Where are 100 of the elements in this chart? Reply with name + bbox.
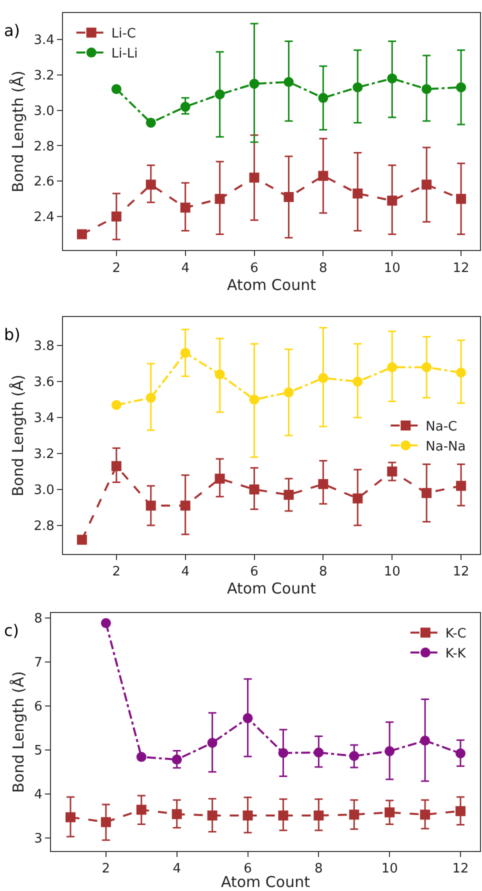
point: [136, 804, 146, 815]
y-axis-title: Bond Length (Å): [8, 374, 27, 496]
text: b): [4, 325, 20, 344]
point: [180, 348, 190, 358]
legend-label: Li-Li: [111, 46, 138, 62]
y-tick-label: 3: [34, 831, 42, 846]
point: [387, 466, 398, 476]
point: [172, 754, 182, 765]
x-tick-label: 10: [381, 862, 398, 877]
x-tick-label: 10: [384, 564, 400, 580]
point: [214, 369, 225, 380]
legend-label: Li-C: [111, 26, 136, 42]
x-tick-label: 2: [102, 862, 110, 877]
x-tick-label: 12: [452, 564, 470, 580]
y-axis-title: Bond Length (Å): [8, 70, 27, 192]
point: [456, 82, 466, 92]
x-tick-label: 6: [250, 260, 258, 276]
point: [352, 188, 363, 199]
point: [249, 172, 260, 183]
point: [318, 373, 328, 384]
x-tick-label: 12: [452, 260, 470, 276]
point: [146, 500, 156, 511]
point: [314, 810, 324, 820]
point: [66, 812, 76, 822]
point: [352, 493, 363, 504]
legend-label: Na-C: [426, 420, 458, 435]
point: [456, 194, 466, 204]
point: [100, 817, 111, 828]
x-tick-label: 8: [319, 260, 328, 276]
y-tick-label: 3.6: [34, 375, 54, 390]
point: [214, 194, 225, 204]
y-tick-label: 6: [34, 699, 42, 714]
point: [456, 368, 466, 378]
point: [284, 387, 294, 398]
y-tick-label: 8: [34, 611, 42, 626]
point: [422, 84, 432, 94]
point: [384, 746, 395, 756]
point: [318, 479, 328, 490]
point: [284, 192, 294, 202]
point: [146, 180, 156, 190]
x-tick-label: 12: [452, 862, 469, 877]
point: [207, 810, 218, 820]
point: [100, 618, 111, 628]
point: [387, 73, 398, 84]
y-tick-label: 2.8: [34, 518, 54, 534]
point: [214, 474, 225, 484]
point: [146, 392, 156, 403]
y-tick-label: 3.0: [34, 482, 54, 498]
point: [318, 92, 328, 103]
point: [278, 748, 288, 758]
point: [180, 202, 190, 213]
point: [214, 89, 225, 100]
text: c): [4, 621, 20, 640]
y-tick-label: 3.4: [34, 411, 54, 426]
point: [180, 102, 190, 112]
point: [456, 806, 466, 816]
x-tick-label: 4: [181, 260, 190, 276]
y-tick-label: 2.8: [34, 139, 54, 154]
point: [146, 118, 156, 128]
point: [384, 807, 395, 818]
x-tick-label: 2: [112, 564, 121, 580]
point: [349, 810, 360, 820]
point: [349, 751, 360, 762]
point: [136, 752, 146, 762]
point: [111, 400, 122, 410]
x-tick-label: 10: [384, 260, 400, 276]
y-tick-label: 3.8: [34, 339, 54, 354]
point: [456, 480, 466, 491]
point: [111, 212, 122, 222]
x-tick-label: 6: [250, 564, 258, 580]
y-tick-label: 3.0: [34, 104, 54, 119]
y-tick-label: 5: [34, 743, 42, 758]
point: [180, 500, 190, 511]
point: [387, 362, 398, 372]
point: [172, 809, 182, 820]
legend-label: K-C: [445, 626, 466, 642]
point: [284, 490, 294, 500]
point: [249, 484, 260, 494]
x-axis-title: Atom Count: [227, 580, 316, 598]
point: [318, 170, 328, 181]
point: [422, 362, 432, 372]
point: [420, 736, 430, 746]
legend-label: K-K: [445, 646, 466, 662]
point: [207, 738, 218, 748]
point: [422, 180, 432, 190]
legend-label: Na-Na: [426, 439, 466, 454]
y-tick-label: 3.4: [34, 33, 54, 48]
point: [76, 534, 87, 545]
y-tick-label: 7: [34, 655, 42, 670]
point: [284, 77, 294, 87]
point: [456, 748, 466, 758]
point: [242, 713, 253, 724]
point: [422, 488, 432, 498]
point: [387, 196, 398, 206]
point: [249, 78, 260, 89]
point: [111, 461, 122, 472]
point: [314, 748, 324, 758]
point: [352, 376, 363, 387]
x-tick-label: 8: [319, 564, 328, 580]
y-tick-label: 4: [34, 787, 42, 802]
